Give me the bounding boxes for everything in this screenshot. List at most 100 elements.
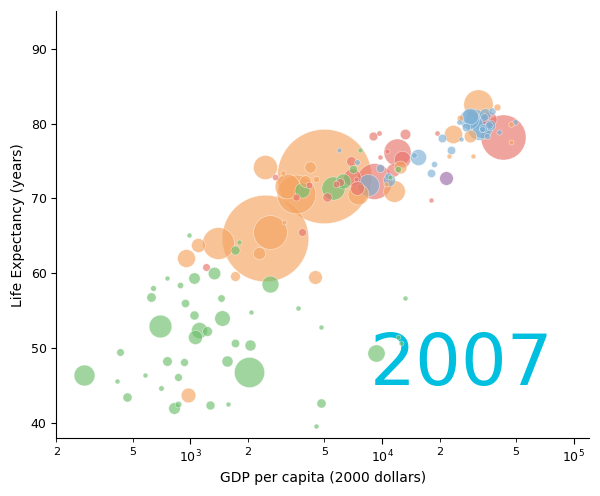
Point: [163, 357, 172, 365]
Point: [396, 339, 406, 347]
Point: [181, 300, 190, 308]
Point: [323, 192, 332, 200]
Point: [222, 357, 232, 365]
Point: [478, 124, 488, 132]
Point: [395, 163, 405, 171]
Point: [381, 180, 391, 187]
Point: [492, 103, 502, 111]
Point: [465, 131, 475, 139]
Point: [392, 148, 402, 156]
Point: [338, 177, 347, 185]
Point: [385, 174, 394, 182]
Point: [230, 340, 239, 348]
Point: [374, 128, 384, 136]
Point: [400, 130, 410, 138]
Point: [456, 135, 466, 143]
Point: [297, 228, 307, 236]
Point: [254, 249, 264, 257]
Point: [245, 341, 254, 349]
Point: [157, 384, 166, 392]
Point: [189, 311, 199, 319]
Point: [217, 313, 227, 321]
Point: [477, 124, 487, 132]
Point: [291, 189, 301, 197]
Point: [334, 146, 343, 154]
Point: [115, 348, 125, 356]
X-axis label: GDP per capita (2000 dollars): GDP per capita (2000 dollars): [220, 471, 426, 485]
Point: [432, 129, 442, 137]
Point: [409, 151, 418, 159]
Point: [329, 185, 338, 192]
Point: [383, 172, 392, 180]
Point: [455, 114, 465, 122]
Point: [189, 274, 199, 282]
Point: [209, 269, 219, 277]
Point: [485, 122, 495, 129]
Point: [470, 115, 479, 123]
Point: [193, 241, 202, 249]
Point: [184, 231, 194, 239]
Point: [213, 239, 223, 247]
Point: [376, 165, 385, 173]
Point: [282, 182, 292, 190]
Point: [382, 147, 392, 155]
Y-axis label: Life Expectancy (years): Life Expectancy (years): [11, 143, 25, 307]
Point: [291, 193, 301, 201]
Point: [270, 173, 280, 181]
Point: [461, 124, 471, 131]
Point: [353, 190, 362, 198]
Point: [293, 305, 302, 312]
Point: [311, 422, 320, 430]
Point: [477, 124, 487, 132]
Point: [173, 372, 183, 380]
Point: [351, 175, 361, 183]
Point: [464, 116, 474, 124]
Point: [482, 132, 492, 140]
Point: [363, 181, 373, 189]
Point: [304, 182, 314, 189]
Point: [369, 177, 379, 185]
Point: [442, 174, 451, 182]
Point: [216, 294, 226, 302]
Point: [112, 377, 122, 385]
Point: [319, 172, 328, 180]
Point: [223, 400, 233, 408]
Point: [384, 176, 394, 184]
Point: [426, 196, 436, 204]
Point: [371, 349, 380, 357]
Point: [230, 271, 240, 279]
Point: [446, 146, 455, 154]
Point: [194, 325, 203, 333]
Point: [201, 262, 211, 270]
Point: [235, 238, 244, 246]
Point: [297, 186, 307, 194]
Point: [206, 401, 215, 409]
Point: [247, 309, 256, 316]
Point: [388, 167, 398, 175]
Point: [301, 177, 310, 185]
Point: [149, 284, 158, 292]
Point: [310, 273, 320, 281]
Point: [444, 152, 454, 160]
Point: [260, 163, 269, 171]
Point: [265, 228, 275, 236]
Point: [506, 120, 516, 127]
Point: [448, 130, 457, 138]
Point: [230, 247, 240, 254]
Point: [368, 132, 377, 140]
Point: [484, 121, 494, 129]
Point: [389, 187, 399, 195]
Point: [122, 393, 132, 401]
Point: [169, 404, 179, 412]
Point: [155, 322, 164, 330]
Point: [499, 133, 508, 141]
Point: [485, 115, 494, 123]
Point: [278, 169, 287, 177]
Point: [244, 368, 253, 376]
Point: [429, 160, 439, 168]
Point: [437, 134, 446, 142]
Point: [202, 327, 212, 335]
Point: [376, 153, 385, 161]
Point: [140, 372, 150, 379]
Point: [331, 181, 340, 188]
